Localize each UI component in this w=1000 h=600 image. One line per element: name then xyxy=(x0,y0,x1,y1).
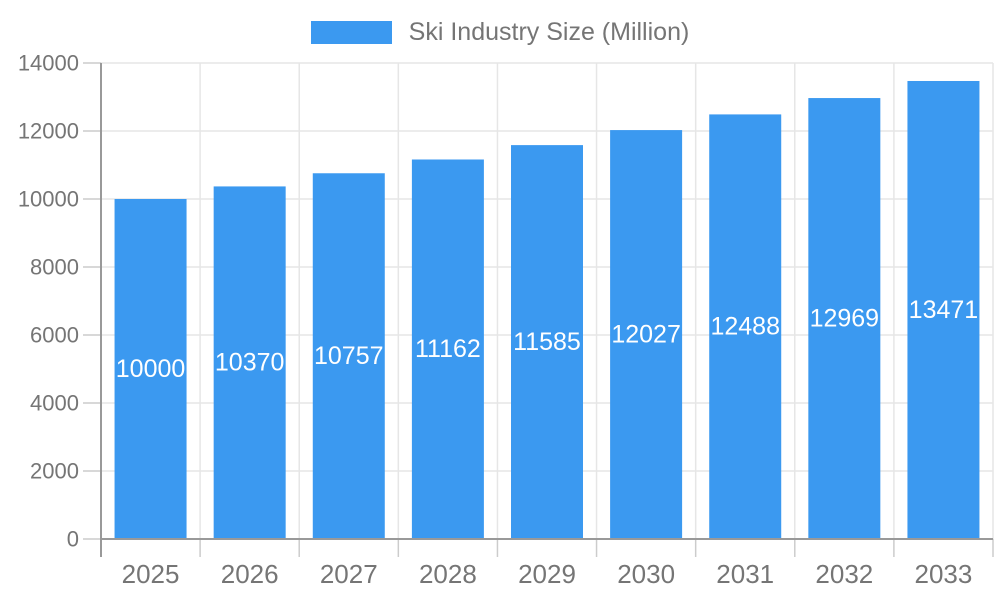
bar-value-label: 13471 xyxy=(909,296,979,324)
bar xyxy=(709,114,782,540)
legend: Ski Industry Size (Million) xyxy=(0,18,1000,47)
x-axis-label: 2025 xyxy=(122,559,180,589)
bar xyxy=(907,80,980,540)
bar-value-label: 12969 xyxy=(810,305,880,333)
bar-value-label: 11162 xyxy=(415,335,481,363)
x-axis-label: 2031 xyxy=(716,559,774,589)
bar xyxy=(411,159,484,539)
bar-value-label: 10370 xyxy=(215,349,285,377)
x-axis-label: 2033 xyxy=(915,559,973,589)
bar-value-label: 12027 xyxy=(611,321,681,349)
bar xyxy=(808,98,881,539)
bar-value-label: 12488 xyxy=(710,313,780,341)
x-axis-label: 2029 xyxy=(518,559,576,589)
bar xyxy=(114,199,187,539)
bar xyxy=(610,130,683,539)
y-axis-label: 8000 xyxy=(30,255,79,280)
y-axis-label: 4000 xyxy=(30,391,79,416)
y-axis-label: 6000 xyxy=(30,323,79,348)
x-axis-label: 2026 xyxy=(221,559,279,589)
bar-value-label: 10000 xyxy=(116,355,186,383)
y-axis-label: 2000 xyxy=(30,459,79,484)
legend-swatch xyxy=(310,21,392,44)
y-axis-label: 10000 xyxy=(18,187,79,212)
x-axis-label: 2028 xyxy=(419,559,477,589)
legend-label: Ski Industry Size (Million) xyxy=(408,18,690,46)
y-axis-label: 0 xyxy=(67,527,79,552)
x-axis-label: 2030 xyxy=(617,559,675,589)
x-axis-label: 2027 xyxy=(320,559,378,589)
y-axis-label: 14000 xyxy=(18,51,79,76)
bar xyxy=(511,145,583,540)
bar-value-label: 10757 xyxy=(314,342,384,370)
x-axis-label: 2032 xyxy=(815,559,873,589)
y-axis-label: 12000 xyxy=(18,119,79,144)
bar xyxy=(312,173,385,539)
bar xyxy=(213,186,286,540)
bar-value-label: 11585 xyxy=(513,328,581,356)
